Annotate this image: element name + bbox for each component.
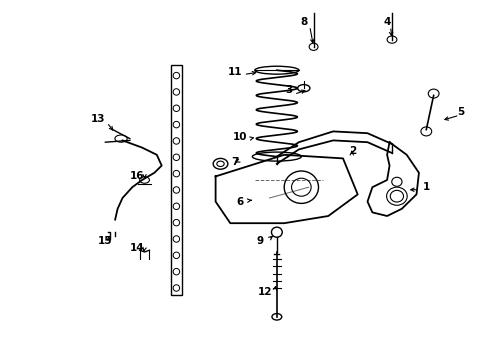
Ellipse shape bbox=[387, 187, 407, 205]
Ellipse shape bbox=[173, 285, 180, 291]
Text: 15: 15 bbox=[98, 236, 113, 246]
Text: 7: 7 bbox=[231, 157, 239, 167]
Ellipse shape bbox=[173, 187, 180, 193]
Ellipse shape bbox=[173, 203, 180, 210]
Text: 13: 13 bbox=[91, 114, 105, 124]
Text: 8: 8 bbox=[300, 17, 307, 27]
Text: 5: 5 bbox=[457, 107, 464, 117]
Ellipse shape bbox=[173, 219, 180, 226]
Text: 2: 2 bbox=[349, 146, 356, 156]
Text: 12: 12 bbox=[257, 287, 272, 297]
Ellipse shape bbox=[213, 158, 228, 169]
Ellipse shape bbox=[173, 154, 180, 161]
Ellipse shape bbox=[271, 227, 282, 237]
Ellipse shape bbox=[292, 178, 311, 196]
Ellipse shape bbox=[428, 89, 439, 98]
Ellipse shape bbox=[387, 36, 397, 43]
Ellipse shape bbox=[173, 105, 180, 112]
Ellipse shape bbox=[173, 236, 180, 242]
Ellipse shape bbox=[297, 85, 310, 92]
Ellipse shape bbox=[173, 72, 180, 79]
Text: 9: 9 bbox=[256, 236, 263, 246]
Ellipse shape bbox=[140, 177, 149, 183]
Text: 3: 3 bbox=[286, 85, 293, 95]
Ellipse shape bbox=[255, 66, 299, 74]
Ellipse shape bbox=[173, 89, 180, 95]
Ellipse shape bbox=[284, 171, 318, 203]
Text: 16: 16 bbox=[130, 171, 145, 181]
Text: 6: 6 bbox=[237, 197, 244, 207]
Ellipse shape bbox=[173, 138, 180, 144]
Ellipse shape bbox=[392, 177, 402, 186]
Ellipse shape bbox=[173, 170, 180, 177]
Ellipse shape bbox=[173, 269, 180, 275]
Text: 4: 4 bbox=[383, 17, 391, 27]
Ellipse shape bbox=[272, 314, 282, 320]
Text: 1: 1 bbox=[423, 182, 430, 192]
Ellipse shape bbox=[252, 152, 301, 161]
Ellipse shape bbox=[421, 127, 432, 136]
Text: 11: 11 bbox=[228, 67, 243, 77]
Ellipse shape bbox=[115, 135, 127, 142]
Ellipse shape bbox=[391, 190, 404, 202]
Ellipse shape bbox=[173, 252, 180, 258]
Text: 10: 10 bbox=[233, 132, 247, 142]
Ellipse shape bbox=[309, 43, 318, 50]
Bar bbox=[171, 65, 182, 295]
Ellipse shape bbox=[217, 161, 224, 166]
Ellipse shape bbox=[173, 121, 180, 128]
Text: 14: 14 bbox=[130, 243, 145, 253]
